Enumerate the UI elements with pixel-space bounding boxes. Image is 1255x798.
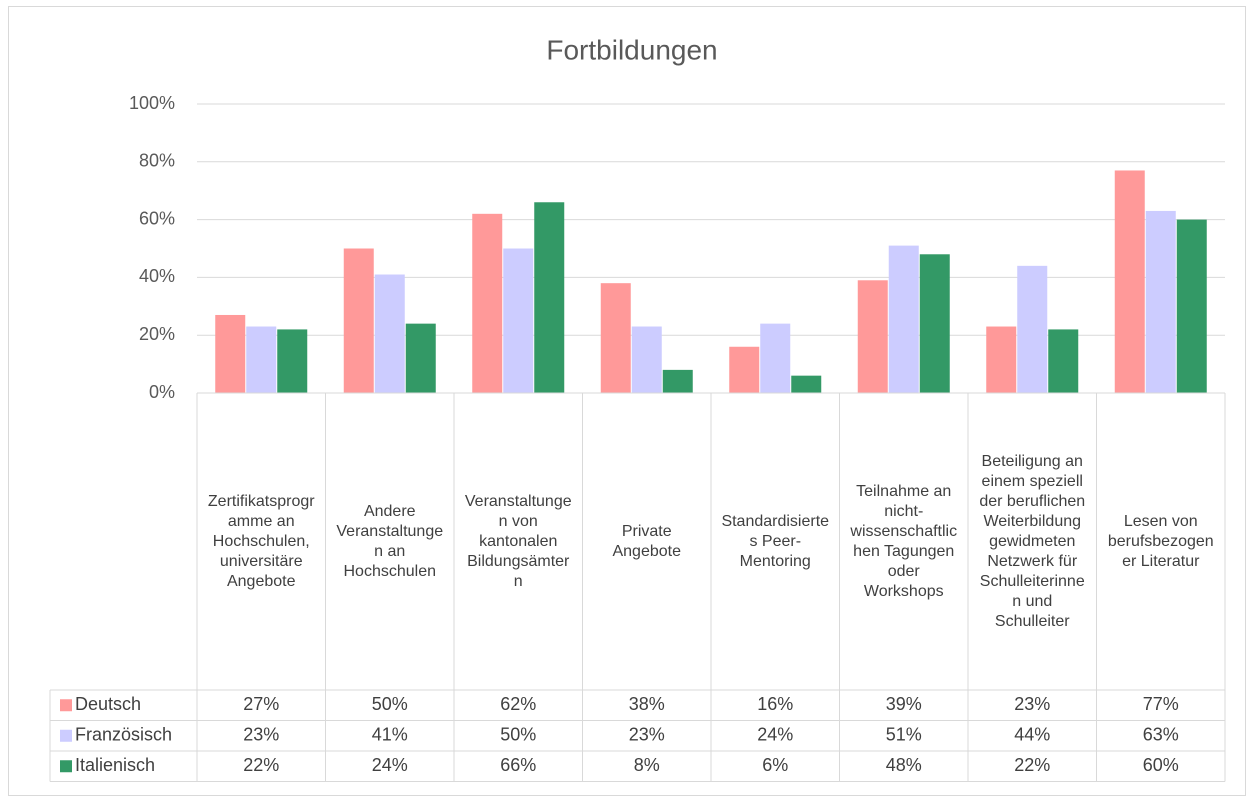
data-table-value: 16% bbox=[757, 694, 793, 714]
data-table-value: 24% bbox=[372, 755, 408, 775]
data-table-value: 23% bbox=[243, 725, 279, 745]
legend-key bbox=[60, 760, 72, 773]
bar bbox=[857, 280, 888, 393]
data-table-value: 38% bbox=[629, 694, 665, 714]
data-table-value: 23% bbox=[1014, 694, 1050, 714]
data-table-value: 39% bbox=[886, 694, 922, 714]
bar bbox=[888, 245, 919, 393]
bar bbox=[405, 323, 436, 393]
bar bbox=[343, 248, 374, 393]
x-tick-label: Veranstaltungen von kantonalen Bildungsä… bbox=[464, 492, 572, 590]
bar bbox=[472, 213, 503, 393]
bar bbox=[246, 326, 277, 393]
bar bbox=[631, 326, 662, 393]
y-tick-label: 20% bbox=[139, 324, 175, 344]
data-table-value: 27% bbox=[243, 694, 279, 714]
bar bbox=[534, 202, 565, 393]
bar bbox=[374, 274, 405, 393]
data-table-value: 44% bbox=[1014, 725, 1050, 745]
legend-label: Französisch bbox=[75, 725, 172, 745]
data-table-value: 60% bbox=[1143, 755, 1179, 775]
bar bbox=[662, 369, 693, 393]
data-table-value: 50% bbox=[372, 694, 408, 714]
x-tick-label: Beteiligung an einem speziell der berufl… bbox=[979, 452, 1086, 630]
data-table-value: 8% bbox=[634, 755, 660, 775]
x-tick-label: Zertifikatsprogramme an Hochschulen, uni… bbox=[207, 492, 315, 590]
data-table-value: 41% bbox=[372, 725, 408, 745]
x-tick-label: Andere Veranstaltungen an Hochschulen bbox=[336, 502, 444, 580]
bar bbox=[1017, 265, 1048, 393]
bar bbox=[760, 323, 791, 393]
data-table-value: 24% bbox=[757, 725, 793, 745]
bar bbox=[600, 283, 631, 393]
y-tick-label: 40% bbox=[139, 266, 175, 286]
data-table-value: 22% bbox=[1014, 755, 1050, 775]
x-tick-label: Teilnahme an nicht-wissenschaftlichen Ta… bbox=[850, 482, 958, 600]
data-table-value: 62% bbox=[500, 694, 536, 714]
y-tick-label: 60% bbox=[139, 208, 175, 228]
y-tick-label: 80% bbox=[139, 151, 175, 171]
bar bbox=[986, 326, 1017, 393]
data-table-value: 77% bbox=[1143, 694, 1179, 714]
y-tick-label: 100% bbox=[129, 93, 175, 113]
data-table-value: 66% bbox=[500, 755, 536, 775]
chart-border bbox=[8, 6, 1246, 796]
data-table-value: 22% bbox=[243, 755, 279, 775]
bar bbox=[729, 346, 760, 393]
data-table-value: 23% bbox=[629, 725, 665, 745]
bar bbox=[1176, 219, 1207, 393]
legend-key bbox=[60, 729, 72, 742]
legend-key bbox=[60, 699, 72, 712]
x-tick-label: Private Angebote bbox=[612, 522, 681, 560]
data-table-value: 51% bbox=[886, 725, 922, 745]
bar bbox=[1145, 210, 1176, 393]
x-tick-label: Lesen von berufsbezogener Literatur bbox=[1107, 512, 1214, 570]
x-tick-label: Standardisiertes Peer-Mentoring bbox=[721, 512, 830, 570]
bar bbox=[1114, 170, 1145, 393]
y-tick-label: 0% bbox=[149, 382, 175, 402]
data-table-value: 63% bbox=[1143, 725, 1179, 745]
chart-title: Fortbildungen bbox=[546, 34, 717, 65]
data-table-value: 6% bbox=[762, 755, 788, 775]
bar bbox=[1048, 329, 1079, 393]
bar bbox=[215, 314, 246, 393]
bar bbox=[277, 329, 308, 393]
bar bbox=[919, 254, 950, 393]
bar bbox=[503, 248, 534, 393]
legend-label: Italienisch bbox=[75, 755, 155, 775]
data-table-value: 48% bbox=[886, 755, 922, 775]
bar bbox=[791, 375, 822, 393]
data-table-value: 50% bbox=[500, 725, 536, 745]
legend-label: Deutsch bbox=[75, 694, 141, 714]
